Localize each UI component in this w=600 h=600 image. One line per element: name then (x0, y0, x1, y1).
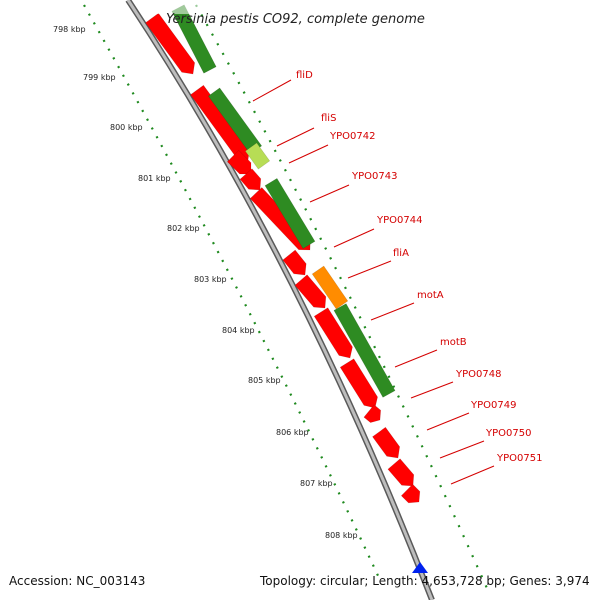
kbp-tick-label: 805 kbp (248, 376, 281, 385)
gene-label-ypo0750[interactable]: YPO0750 (485, 428, 531, 439)
reverse-gene-track (150, 0, 396, 398)
accession-text: Accession: NC_003143 (9, 574, 146, 588)
gene-block (145, 12, 196, 75)
gene-leader-line (394, 349, 438, 368)
gene-leader-line (347, 260, 392, 279)
feature-marker-icon (412, 562, 428, 573)
kbp-tick-label: 798 kbp (53, 25, 86, 34)
gene-block (264, 177, 316, 250)
gene-label-ypo0748[interactable]: YPO0748 (455, 369, 501, 380)
gene-labels: fliD fliS YPO0742 YPO0743 YPO0744 fliA motA mot… (252, 70, 542, 485)
gene-block (313, 307, 353, 359)
gene-leader-line (370, 302, 415, 321)
kbp-tick-label: 800 kbp (110, 123, 143, 132)
gene-leader-line (333, 228, 375, 248)
gene-leader-line (410, 381, 454, 399)
kbp-tick-label: 807 kbp (300, 479, 333, 488)
kbp-tick-label: 799 kbp (83, 73, 116, 82)
gene-label-ypo0742[interactable]: YPO0742 (329, 131, 375, 142)
gene-label-ypo0749[interactable]: YPO0749 (470, 400, 516, 411)
gene-block (400, 483, 421, 504)
genome-backbone (125, 0, 435, 600)
kbp-tick-label: 804 kbp (222, 326, 255, 335)
gene-block (226, 149, 252, 175)
gene-leader-line (450, 465, 495, 485)
gene-leader-line (309, 184, 350, 203)
gene-block (387, 458, 415, 487)
gene-label-ypo0743[interactable]: YPO0743 (351, 171, 397, 182)
inner-dotted-ruler (83, 4, 381, 581)
genome-title: Yersinia pestis CO92, complete genome (166, 12, 425, 27)
gene-block (207, 87, 263, 155)
kbp-tick-label: 803 kbp (194, 275, 227, 284)
gene-label-ypo0744[interactable]: YPO0744 (376, 215, 422, 226)
gene-block (294, 274, 327, 309)
topology-text: Topology: circular; Length: 4,653,728 bp… (260, 574, 590, 588)
gene-leader-line (288, 144, 329, 164)
gene-label-mota[interactable]: motA (417, 290, 444, 301)
gene-block (363, 404, 382, 423)
kbp-tick-label: 808 kbp (325, 531, 358, 540)
kbp-tick-label: 801 kbp (138, 174, 171, 183)
gene-leader-line (276, 127, 315, 147)
outer-dotted-guide (195, 4, 492, 596)
gene-leader-line (439, 440, 485, 459)
gene-label-flis[interactable]: fliS (321, 113, 336, 124)
kbp-tick-label: 806 kbp (276, 428, 309, 437)
kbp-tick-label: 802 kbp (167, 224, 200, 233)
gene-label-flia[interactable]: fliA (393, 248, 409, 259)
gene-block (239, 168, 262, 191)
gene-block (282, 249, 307, 276)
gene-block (244, 142, 271, 170)
gene-label-flid[interactable]: fliD (296, 70, 313, 81)
gene-leader-line (252, 79, 292, 102)
gene-block (339, 358, 378, 409)
gene-label-motb[interactable]: motB (440, 337, 467, 348)
gene-block (311, 265, 349, 310)
gene-block (333, 303, 396, 398)
gene-leader-line (426, 412, 470, 431)
gene-label-ypo0751[interactable]: YPO0751 (496, 453, 542, 464)
gene-block (372, 426, 401, 459)
kbp-ruler-labels: 798 kbp 799 kbp 800 kbp 801 kbp 802 kbp 803 k… (53, 25, 358, 540)
